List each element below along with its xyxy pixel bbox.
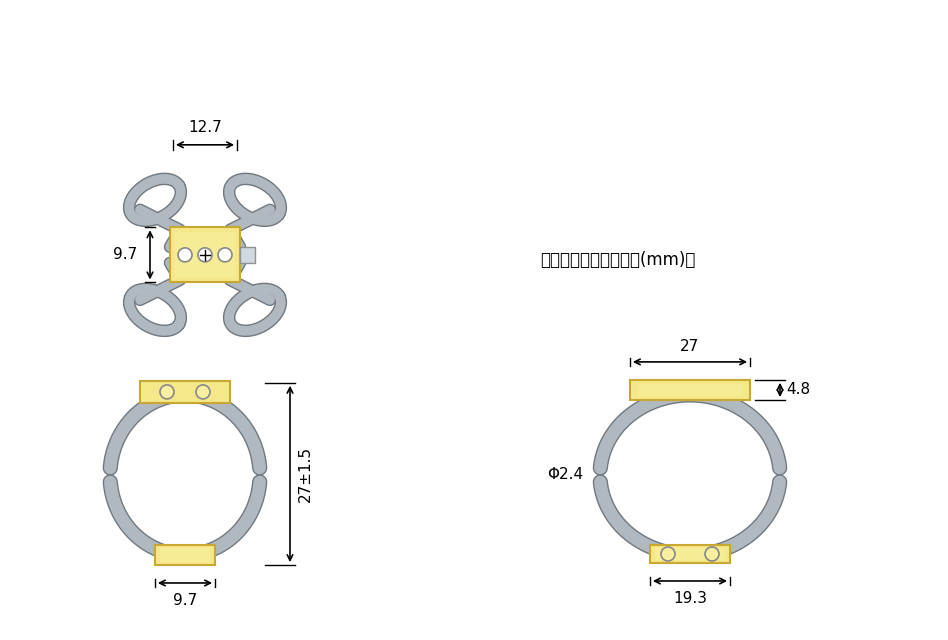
- Text: 19.3: 19.3: [673, 591, 707, 606]
- Circle shape: [178, 248, 192, 262]
- Bar: [655, 548, 725, 560]
- Text: Φ2.4: Φ2.4: [547, 467, 583, 483]
- Circle shape: [661, 547, 675, 561]
- Circle shape: [198, 248, 212, 262]
- Bar: [630, 380, 750, 400]
- Circle shape: [705, 547, 719, 561]
- Bar: [155, 545, 215, 565]
- Text: 12.7: 12.7: [188, 120, 222, 135]
- Bar: [160, 548, 210, 562]
- Circle shape: [196, 385, 210, 399]
- Circle shape: [160, 385, 174, 399]
- Circle shape: [218, 248, 232, 262]
- Text: 注：所有尺寸均为毫米(mm)。: 注：所有尺寸均为毫米(mm)。: [540, 251, 696, 269]
- Text: 27: 27: [681, 339, 700, 354]
- Text: 27±1.5: 27±1.5: [298, 446, 313, 502]
- Bar: [170, 227, 240, 282]
- Bar: [240, 247, 255, 263]
- Bar: [175, 232, 235, 277]
- Text: 9.7: 9.7: [113, 248, 137, 262]
- Text: 4.8: 4.8: [786, 383, 811, 397]
- Bar: [140, 381, 230, 403]
- Text: GR3-18D-A产品结构示意图: GR3-18D-A产品结构示意图: [273, 19, 675, 58]
- Bar: [638, 384, 742, 396]
- Bar: [650, 545, 730, 563]
- Text: 9.7: 9.7: [173, 593, 197, 608]
